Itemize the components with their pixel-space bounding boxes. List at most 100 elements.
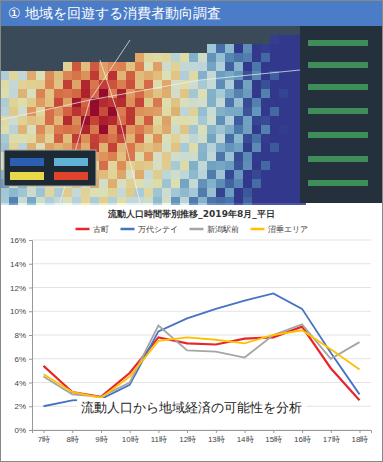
x-tick-mark [158, 430, 159, 433]
map-cell [198, 125, 207, 134]
map-cell [225, 134, 234, 143]
map-cell [162, 107, 171, 116]
map-cell [198, 98, 207, 107]
map-cell [162, 143, 171, 152]
map-panel-item [308, 84, 368, 90]
map-cell [270, 197, 279, 206]
map-cell [207, 170, 216, 179]
map-cell [135, 71, 144, 80]
map-cell [27, 197, 36, 206]
map-cell [27, 98, 36, 107]
y-tick-label: 4% [14, 379, 26, 388]
map-cell [180, 53, 189, 62]
map-cell [216, 80, 225, 89]
map-cell [45, 98, 54, 107]
x-tick-mark [72, 430, 73, 433]
map-cell [234, 89, 243, 98]
map-cell [207, 143, 216, 152]
map-cell [171, 107, 180, 116]
map-cell [54, 98, 63, 107]
map-cell [243, 80, 252, 89]
map-cell [72, 107, 81, 116]
map-cell [252, 53, 261, 62]
map-cell [99, 107, 108, 116]
map-cell [216, 98, 225, 107]
y-tick: 0% [14, 426, 32, 435]
map-cell [225, 80, 234, 89]
map-cell [234, 107, 243, 116]
map-cell [99, 179, 108, 188]
map-cell [99, 143, 108, 152]
map-cell [99, 188, 108, 197]
x-tick-mark [216, 430, 217, 433]
map-cell [216, 134, 225, 143]
map-cell [252, 188, 261, 197]
series-line [43, 293, 359, 406]
map-cell [162, 71, 171, 80]
map-cell [126, 152, 135, 161]
map-cell [279, 116, 288, 125]
map-cell [117, 62, 126, 71]
map-cell [144, 197, 153, 206]
grid-line [32, 240, 371, 241]
map-cell [189, 161, 198, 170]
map-cell [189, 134, 198, 143]
map-cell [180, 152, 189, 161]
map-cell [198, 107, 207, 116]
map-cell [234, 44, 243, 53]
map-cell [234, 62, 243, 71]
map-cell [261, 44, 270, 53]
map-cell [288, 116, 297, 125]
map-cell [234, 116, 243, 125]
map-cell [261, 89, 270, 98]
map-cell [189, 179, 198, 188]
map-cell [108, 197, 117, 206]
map-cell [45, 89, 54, 98]
map-cell [270, 98, 279, 107]
map-cell [270, 143, 279, 152]
y-tick: 12% [10, 284, 32, 293]
map-cell [198, 161, 207, 170]
map-cell [180, 170, 189, 179]
map-cell [252, 62, 261, 71]
map-cell [261, 53, 270, 62]
map-cell [144, 53, 153, 62]
map-cell [45, 197, 54, 206]
map-cell [72, 116, 81, 125]
map-cell [225, 179, 234, 188]
map-cell [153, 197, 162, 206]
map-cell [270, 134, 279, 143]
map-cell [126, 188, 135, 197]
map-cell [162, 179, 171, 188]
caption: 流動人口から地域経済の可能性を分析 [77, 398, 306, 417]
map-cell [9, 197, 18, 206]
map-cell [288, 53, 297, 62]
map-cell [180, 197, 189, 206]
grid-line [32, 311, 371, 312]
map-cell [288, 35, 297, 44]
series-line [43, 327, 359, 401]
map-cell [225, 161, 234, 170]
map-cell [234, 152, 243, 161]
map-cell [171, 143, 180, 152]
map-cell [270, 53, 279, 62]
map-cell [135, 161, 144, 170]
map-cell [288, 125, 297, 134]
map-cell [81, 80, 90, 89]
map-cell [198, 170, 207, 179]
map-cell [288, 188, 297, 197]
map-cell [252, 89, 261, 98]
map-cell [144, 179, 153, 188]
map-cell [126, 71, 135, 80]
map-cell [279, 35, 288, 44]
map-cell [45, 134, 54, 143]
map-cell [162, 188, 171, 197]
grid-line [32, 358, 371, 359]
map-cell [135, 143, 144, 152]
map-cell [90, 197, 99, 206]
map-cell [279, 152, 288, 161]
map-cell [81, 89, 90, 98]
map-cell [198, 80, 207, 89]
map-cell [0, 89, 9, 98]
map-cell [225, 107, 234, 116]
